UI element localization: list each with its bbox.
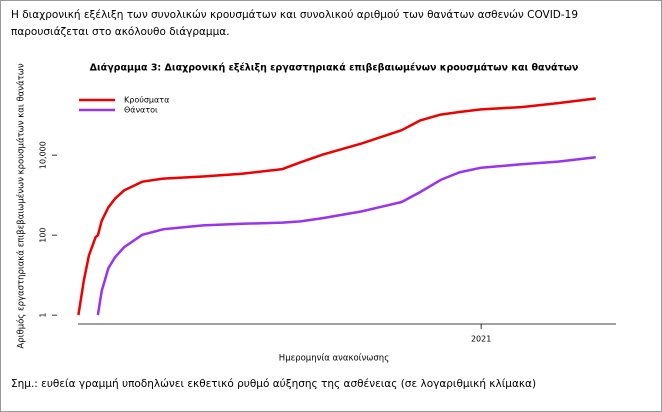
note: Σημ.: ευθεία γραμμή υποδηλώνει εκθετικό … — [11, 378, 537, 390]
series-line — [96, 156, 596, 316]
series-line — [77, 97, 596, 316]
legend-label: Θάνατοι — [124, 106, 158, 115]
x-tick-label: 2021 — [471, 335, 491, 344]
intro: Η διαχρονική εξέλιξη των συνολικών κρουσ… — [11, 9, 579, 38]
legend-label: Κρούσματα — [124, 95, 169, 105]
y-tick-label: 10,000 — [39, 141, 48, 169]
x-axis-label: Ημερομηνία ανακοίνωσης — [279, 354, 389, 364]
y-axis-label: Αριθμός εργαστηριακά επιβεβαιωμένων κρου… — [16, 63, 27, 348]
y-tick-label: 100 — [39, 227, 48, 242]
y-tick-label: 1 — [39, 313, 48, 318]
chart-title: Διάγραμμα 3: Διαχρονική εξέλιξη εργαστηρ… — [90, 63, 579, 74]
